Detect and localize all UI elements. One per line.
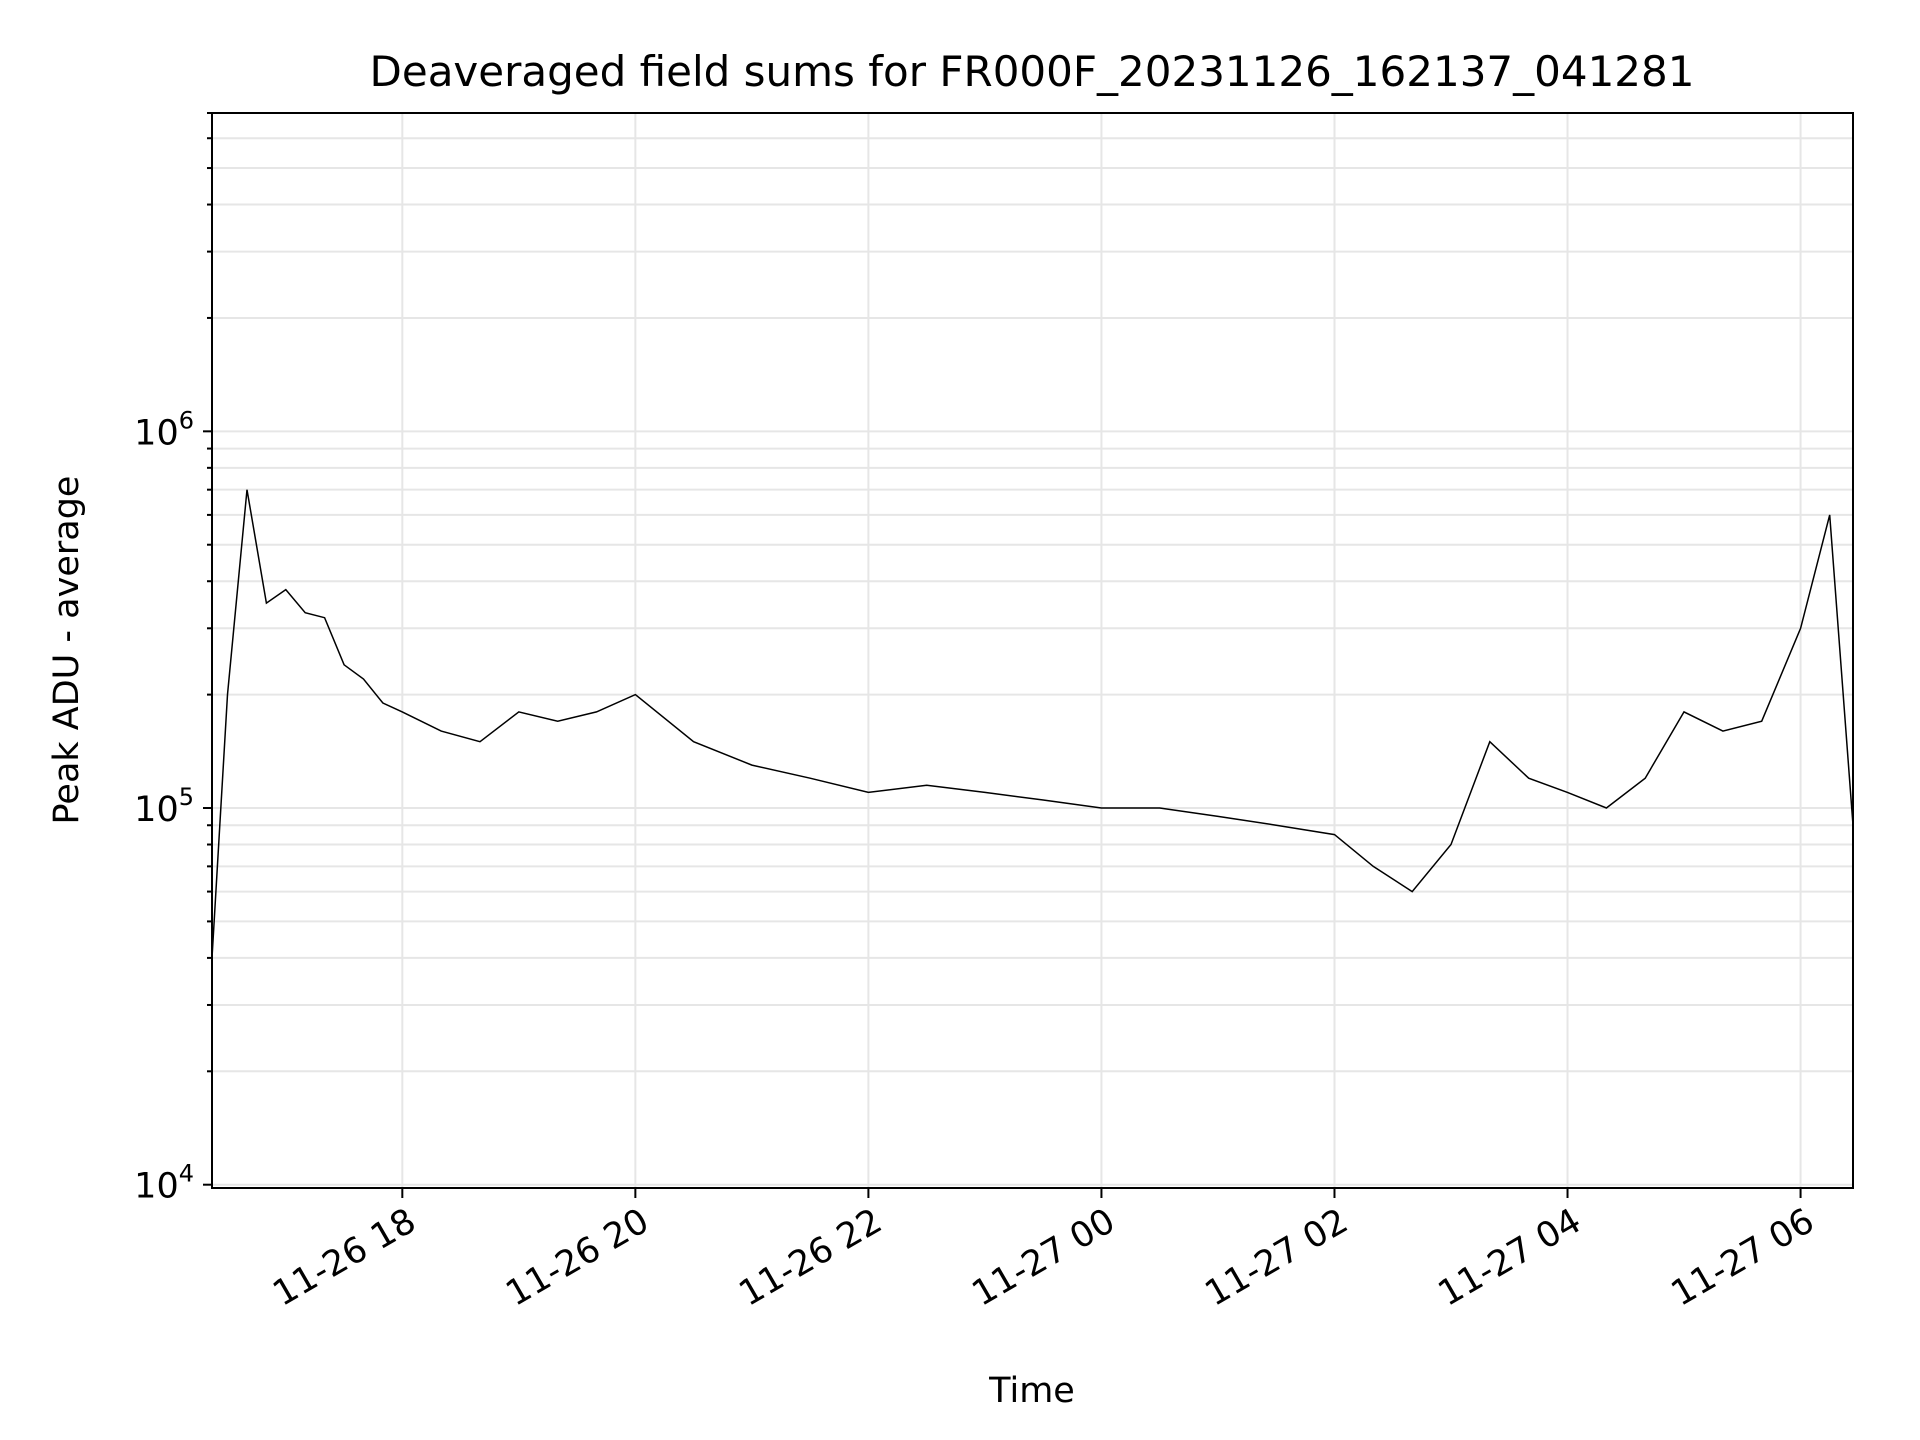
x-axis-label: Time <box>988 1371 1075 1411</box>
y-axis: 104 105 106 <box>134 112 212 1207</box>
x-tick-label: 11-27 04 <box>1432 1201 1588 1314</box>
x-tick-label: 11-26 18 <box>267 1201 423 1314</box>
series-line <box>211 489 1854 958</box>
plot-area <box>211 489 1854 958</box>
y-tick-label: 106 <box>134 406 194 453</box>
y-tick-label: 104 <box>134 1160 194 1207</box>
x-tick-label: 11-27 02 <box>1199 1201 1355 1314</box>
x-tick-label: 11-27 00 <box>966 1201 1122 1314</box>
chart-title: Deaveraged field sums for FR000F_2023112… <box>370 47 1695 96</box>
x-tick-label: 11-26 22 <box>733 1201 889 1314</box>
x-tick-label: 11-26 20 <box>500 1201 656 1314</box>
y-axis-label: Peak ADU - average <box>47 476 87 825</box>
x-tick-label: 11-27 06 <box>1665 1201 1821 1314</box>
grid <box>212 112 1853 1188</box>
y-tick-label: 105 <box>134 783 194 830</box>
plot-frame <box>211 112 1854 1189</box>
x-axis: 11-26 18 11-26 20 11-26 22 11-27 00 11-27 02… <box>267 1188 1821 1314</box>
